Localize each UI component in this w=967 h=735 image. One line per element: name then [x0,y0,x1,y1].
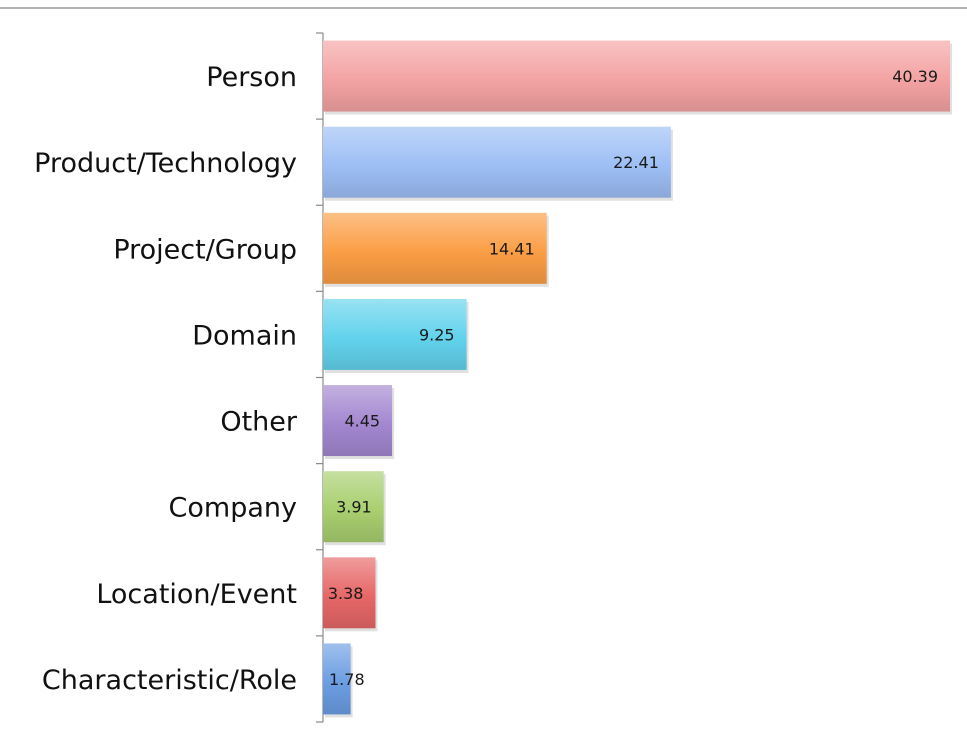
category-labels: Person Product/Technology Project/Group Dom… [34,62,298,696]
data-label: 14.41 [489,239,535,258]
category-label: Product/Technology [34,148,297,179]
data-label: 40.39 [892,67,938,86]
bar-domain [323,298,467,370]
data-label: 22.41 [613,153,659,172]
data-label: 3.38 [328,584,364,603]
category-label: Domain [192,320,297,351]
value-labels: 40.39 22.41 14.41 9.25 4.45 3.91 3.38 1.78 [328,67,938,689]
bar-characteristic-role [323,643,351,715]
category-label: Company [169,493,297,524]
data-label: 1.78 [329,670,365,689]
bar-person [323,40,950,112]
data-label: 9.25 [419,325,455,344]
bars [323,40,952,718]
category-label: Characteristic/Role [42,665,297,696]
category-label: Location/Event [96,579,297,610]
data-label: 4.45 [344,412,380,431]
bar-location-event [323,557,376,629]
bar-project-group [323,212,547,284]
data-label: 3.91 [336,498,372,517]
bar-company [323,471,384,543]
category-label: Person [206,62,297,93]
bar-product-technology [323,126,671,198]
axis-ticks [316,32,323,723]
category-label: Project/Group [113,234,297,265]
bar-other [323,385,393,457]
category-label: Other [220,407,298,438]
